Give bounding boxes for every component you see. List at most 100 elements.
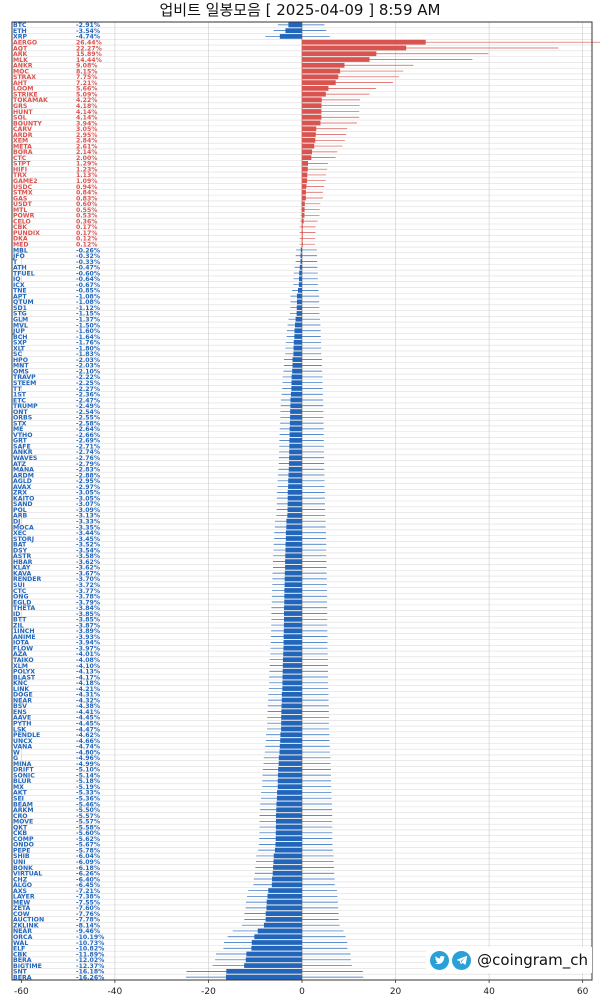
symbol-label: MANA xyxy=(13,467,34,474)
change-label: -6.09% xyxy=(76,859,100,866)
change-label: -3.84% xyxy=(76,605,100,612)
change-label: -6.26% xyxy=(76,871,100,878)
symbol-label: SD1 xyxy=(13,305,27,312)
symbol-label: HBAR xyxy=(13,559,33,566)
change-label: -4.38% xyxy=(76,703,100,710)
symbol-label: IQ xyxy=(13,276,21,283)
change-label: -4.74% xyxy=(76,744,100,751)
change-label: 4.14% xyxy=(76,115,97,122)
change-label: -2.97% xyxy=(76,484,100,491)
change-label: -5.67% xyxy=(76,842,100,849)
change-label: -2.03% xyxy=(76,357,100,364)
brand-handle: @coingram_ch xyxy=(477,951,588,969)
symbol-label: NEAR xyxy=(13,697,32,704)
symbol-label: ARK xyxy=(13,51,28,58)
symbol-label: SAND xyxy=(13,501,33,508)
change-label: -2.74% xyxy=(76,449,100,456)
change-label: -2.55% xyxy=(76,415,100,422)
change-label: -0.32% xyxy=(76,253,100,260)
symbol-label: CKB xyxy=(13,830,27,837)
bar xyxy=(302,97,322,103)
symbol-label: HUNT xyxy=(13,109,33,116)
change-label: -4.10% xyxy=(76,663,100,670)
change-label: -3.54% xyxy=(76,28,100,35)
symbol-label: META xyxy=(13,143,32,150)
change-label: 15.89% xyxy=(76,51,102,58)
symbol-label: HPO xyxy=(13,357,28,364)
symbol-label: LSK xyxy=(13,726,26,733)
chart-title: 업비트 일봉모음 [ 2025-04-09 ] 8:59 AM xyxy=(159,1,441,19)
bar xyxy=(302,114,322,120)
change-label: 7.21% xyxy=(76,80,97,87)
symbol-label: BEAM xyxy=(13,801,33,808)
bar xyxy=(302,91,326,97)
symbol-label: BIGTIME xyxy=(13,963,42,970)
brand-watermark: @coingram_ch xyxy=(426,947,592,973)
change-label: -4.17% xyxy=(76,674,100,681)
change-label: -7.55% xyxy=(76,899,100,906)
symbol-label: KAITO xyxy=(13,495,34,502)
change-label: -2.54% xyxy=(76,409,100,416)
change-label: 8.15% xyxy=(76,68,97,75)
change-label: -7.78% xyxy=(76,917,100,924)
symbol-label: ATH xyxy=(13,265,27,272)
symbol-label: CTC xyxy=(13,588,27,595)
change-label: -3.45% xyxy=(76,536,100,543)
symbol-label: STORJ xyxy=(13,536,34,543)
change-label: -2.58% xyxy=(76,420,100,427)
change-label: -7.60% xyxy=(76,905,100,912)
change-label: -3.87% xyxy=(76,622,100,629)
symbol-label: AKT xyxy=(13,790,28,797)
symbol-label: ETH xyxy=(13,28,27,35)
symbol-label: MTL xyxy=(13,207,27,214)
symbol-label: SAFE xyxy=(13,443,31,450)
symbol-label: GAS xyxy=(13,195,27,202)
symbol-label: USDC xyxy=(13,184,33,191)
symbol-label: DKA xyxy=(13,236,28,243)
symbol-label: XLM xyxy=(13,663,28,670)
symbol-label: COMP xyxy=(13,836,34,843)
symbol-label: TNE xyxy=(13,288,27,295)
symbol-label: STRIKE xyxy=(13,91,38,98)
change-label: 0.12% xyxy=(76,241,97,248)
change-label: -12.37% xyxy=(76,963,104,970)
symbol-label: PUNDIX xyxy=(13,230,40,237)
bar xyxy=(302,103,322,109)
change-label: 1.23% xyxy=(76,166,97,173)
change-label: -3.07% xyxy=(76,501,100,508)
symbol-label: MVL xyxy=(13,322,28,329)
change-label: -4.32% xyxy=(76,697,100,704)
change-label: -0.64% xyxy=(76,276,100,283)
symbol-label: TRX xyxy=(13,172,27,179)
symbol-label: AGLD xyxy=(13,478,32,485)
symbol-label: SOL xyxy=(13,115,27,122)
change-label: -2.66% xyxy=(76,432,100,439)
symbol-label: GAME2 xyxy=(13,178,38,185)
change-label: -3.35% xyxy=(76,524,100,531)
change-label: 0.17% xyxy=(76,230,97,237)
change-label: -5.10% xyxy=(76,767,100,774)
change-label: -1.50% xyxy=(76,322,100,329)
change-label: -7.38% xyxy=(76,894,100,901)
change-label: -4.01% xyxy=(76,651,100,658)
change-label: -4.96% xyxy=(76,755,100,762)
change-label: -3.52% xyxy=(76,542,100,549)
change-label: -3.93% xyxy=(76,634,100,641)
symbol-label: ANKR xyxy=(13,449,33,456)
symbol-label: ALGO xyxy=(13,882,32,889)
change-label: -1.12% xyxy=(76,305,100,312)
symbol-label: STRAX xyxy=(13,74,36,81)
symbol-label: ELF xyxy=(13,946,25,953)
bar xyxy=(302,86,329,91)
change-label: -3.97% xyxy=(76,645,100,652)
symbol-label: APT xyxy=(13,293,27,300)
change-label: -4.74% xyxy=(76,34,100,41)
symbol-label: BONK xyxy=(13,865,33,872)
symbol-label: AVAX xyxy=(13,484,32,491)
change-label: 2.95% xyxy=(76,132,97,139)
symbol-label: WAVES xyxy=(13,455,37,462)
change-label: -3.54% xyxy=(76,547,100,554)
symbol-label: CELO xyxy=(13,218,31,225)
symbol-label: BTT xyxy=(13,617,27,624)
change-label: -5.14% xyxy=(76,772,100,779)
